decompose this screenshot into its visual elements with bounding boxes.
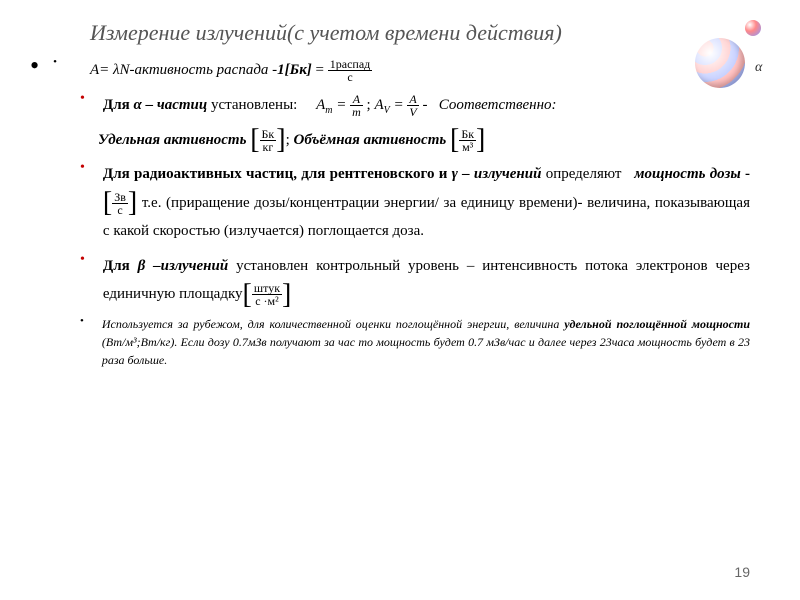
- line-gamma: • Для радиоактивных частиц, для рентгено…: [50, 160, 750, 246]
- slide-title: Измерение излучений(с учетом времени дей…: [90, 20, 750, 46]
- line-specific: Удельная активность Бккг; Объёмная актив…: [98, 126, 750, 155]
- atom-illustration: α: [685, 20, 775, 90]
- alpha-prefix: Для: [103, 97, 134, 113]
- bracket-sv-s: Звс: [103, 191, 137, 216]
- activity-unit: 1[Бк]: [277, 62, 312, 78]
- specific-activity: Удельная активность: [98, 132, 246, 148]
- bracket-bq-kg: Бккг: [250, 128, 285, 153]
- dose-power: мощность дозы: [634, 166, 741, 182]
- bullet-red-3: •: [80, 252, 85, 268]
- am-formula: Am =: [316, 97, 350, 113]
- frac-av: AV: [407, 93, 418, 118]
- av-formula: AV =: [374, 97, 407, 113]
- footnote-bold: удельной поглощённой мощности: [564, 317, 750, 331]
- determine: определяют: [546, 166, 626, 182]
- gamma-explain: т.е. (приращение дозы/концентрации энерг…: [103, 195, 750, 240]
- alpha-est: установлены:: [207, 97, 297, 113]
- frac-decay: 1распадс: [328, 58, 373, 83]
- line-footnote: • Используется за рубежом, для количеств…: [50, 315, 750, 369]
- eq: =: [312, 62, 328, 78]
- volume-activity: Объёмная активность: [294, 132, 447, 148]
- bullet-red-2: •: [80, 160, 85, 176]
- line-alpha: • Для α – частиц установлены: Am = Am ; …: [50, 91, 750, 120]
- resp: Соответственно:: [439, 97, 557, 113]
- gamma-prefix: Для радиоактивных частиц, для рентгеновс…: [103, 166, 452, 182]
- line-activity: • • A= λN-активность распада -1[Бк] = 1р…: [50, 56, 750, 85]
- bracket-bq-m3: Бкм³: [450, 128, 485, 153]
- bullet-main: •: [30, 56, 39, 76]
- dash2: -: [741, 166, 750, 182]
- beta-radiation: β –излучений: [138, 258, 229, 274]
- beta-prefix: Для: [103, 258, 138, 274]
- line-beta: • Для β –излучений установлен контрольны…: [50, 252, 750, 309]
- bullet-small: •: [80, 315, 84, 327]
- footnote-text: Используется за рубежом, для количествен…: [102, 317, 564, 331]
- footnote-units: (Вт/м³;Вт/кг). Если дозу 0.7мЗв получают…: [102, 335, 750, 367]
- dash: -: [419, 97, 432, 113]
- bracket-pcs: штукс ·м²: [243, 282, 292, 307]
- bullet-sub: •: [53, 56, 57, 68]
- gamma-radiation: γ – излучений: [452, 166, 542, 182]
- alpha-label: α: [755, 60, 762, 76]
- activity-formula: A= λN-активность распада -: [90, 62, 277, 78]
- bullet-red: •: [80, 91, 85, 107]
- frac-am: Am: [350, 93, 363, 118]
- sep2: ;: [286, 132, 294, 148]
- alpha-particles: α – частиц: [134, 97, 208, 113]
- page-number: 19: [734, 564, 750, 580]
- sep1: ;: [363, 97, 375, 113]
